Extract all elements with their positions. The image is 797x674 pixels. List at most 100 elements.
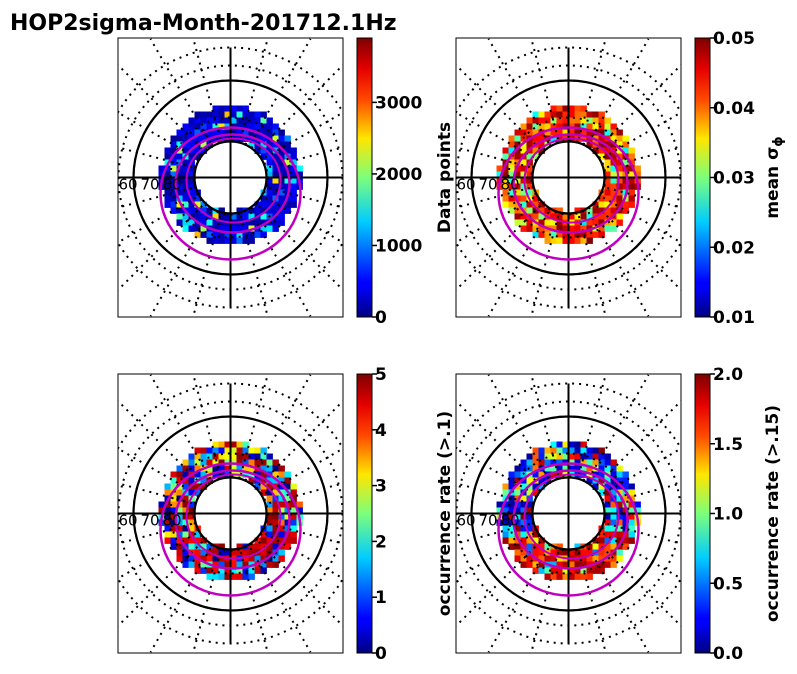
heatmap-cell [556,129,563,136]
heatmap-cell [514,177,521,184]
heatmap-cell [610,471,617,478]
heatmap-cell [194,135,201,142]
heatmap-cell [508,471,515,478]
meridian-dotted [239,38,269,140]
heatmap-cell [502,195,509,202]
heatmap-cell [266,561,273,568]
heatmap-cell [290,171,297,178]
heatmap-cell [580,225,587,232]
heatmap-cell [550,117,557,124]
heatmap-cell [260,453,267,460]
heatmap-cell [502,483,509,490]
heatmap-cell [260,231,267,238]
heatmap-cell [550,129,557,136]
heatmap-cell [604,129,611,136]
heatmap-cell [194,117,201,124]
meridian-dotted [149,38,212,144]
heatmap-cell [188,141,195,148]
heatmap-cell [266,543,273,550]
heatmap-cell [610,135,617,142]
heatmap-cell [604,531,611,538]
heatmap-cell [616,543,623,550]
heatmap-cell [604,201,611,208]
heatmap-cell [194,447,201,454]
heatmap-cell [610,219,617,226]
heatmap-cell [182,219,189,226]
colorbar-tick-label: 0.0 [713,644,743,664]
heatmap-cell [604,153,611,160]
heatmap-cell [248,123,255,130]
lat-label-80: 80 [163,176,182,194]
heatmap-cell [586,207,593,214]
heatmap-cell [520,537,527,544]
heatmap-cell [538,459,545,466]
heatmap-cell [254,459,261,466]
heatmap-cell [224,213,231,220]
heatmap-cell [586,555,593,562]
heatmap-cell [278,207,285,214]
heatmap-cell [176,183,183,190]
heatmap-cell [212,105,219,112]
heatmap-cell [532,153,539,160]
heatmap-cell [272,189,279,196]
heatmap-cell [254,111,261,118]
heatmap-cell [586,471,593,478]
heatmap-cell [284,483,291,490]
heatmap-cell [556,549,563,556]
heatmap-cell [598,543,605,550]
heatmap-cell [598,111,605,118]
heatmap-cell [266,483,273,490]
heatmap-cell [592,231,599,238]
heatmap-cell [586,213,593,220]
heatmap-cell [170,189,177,196]
heatmap-cell [604,177,611,184]
heatmap-cell [248,207,255,214]
heatmap-cell [266,117,273,124]
heatmap-cell [502,177,509,184]
heatmap-cell [616,483,623,490]
heatmap-cell [224,441,231,448]
heatmap-cell [556,441,563,448]
heatmap-cell [212,219,219,226]
heatmap-cell [520,141,527,148]
heatmap-cell [568,567,575,574]
heatmap-cell [520,519,527,526]
heatmap-cell [592,111,599,118]
heatmap-cell [550,447,557,454]
heatmap-cell [514,195,521,202]
colorbar-label: Data points [435,122,455,233]
heatmap-cell [182,465,189,472]
heatmap-cell [538,213,545,220]
heatmap-cell [598,555,605,562]
heatmap-cell [266,183,273,190]
heatmap-cell [550,219,557,226]
lat-label-70: 70 [479,512,498,530]
heatmap-cell [170,207,177,214]
heatmap-cell [242,573,249,580]
heatmap-cell [532,543,539,550]
heatmap-cell [170,507,177,514]
heatmap-cell [278,177,285,184]
heatmap-cell [206,567,213,574]
heatmap-cell [556,573,563,580]
heatmap-cell [562,447,569,454]
heatmap-cell [182,483,189,490]
heatmap-cell [610,201,617,208]
heatmap-cell [176,477,183,484]
heatmap-cell [508,165,515,172]
heatmap-cell [242,117,249,124]
heatmap-cell [508,159,515,166]
heatmap-cell [236,543,243,550]
heatmap-cell [592,117,599,124]
heatmap-cell [538,141,545,148]
colorbar-tick-label: 0.01 [713,308,755,328]
heatmap-cell [278,537,285,544]
heatmap-cell [284,537,291,544]
heatmap-cell [188,165,195,172]
meridian-dotted [456,63,541,150]
heatmap-cell [502,501,509,508]
heatmap-cell [170,513,177,520]
heatmap-cell [628,507,635,514]
meridian-dotted [596,205,681,292]
heatmap-cell [568,441,575,448]
